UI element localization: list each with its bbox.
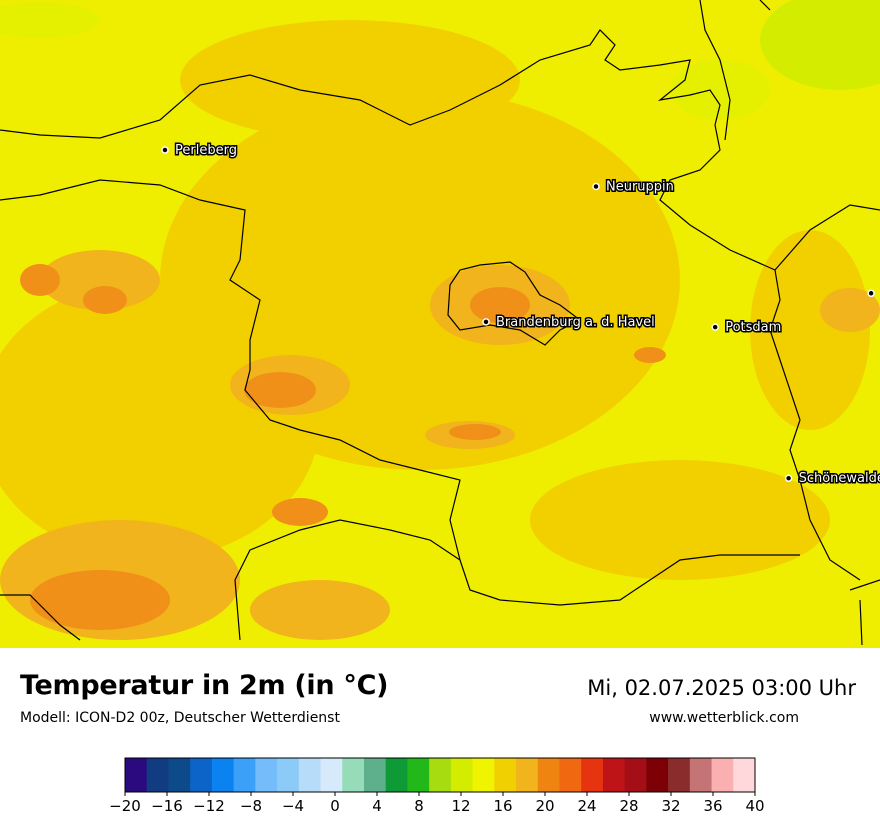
scale-swatch xyxy=(624,758,647,792)
scale-label: 36 xyxy=(703,797,722,815)
color-scale: −20 −16 −12 −8 −4 0 4 8 12 16 20 24 28 32 36 40 xyxy=(109,757,765,815)
city-dot xyxy=(482,318,490,326)
scale-swatch xyxy=(233,758,256,792)
city-dot xyxy=(161,146,169,154)
scale-label: 28 xyxy=(619,797,638,815)
scale-label: 16 xyxy=(493,797,512,815)
scale-swatch xyxy=(211,758,235,792)
scale-swatch xyxy=(385,758,408,792)
city-label: Potsdam xyxy=(725,320,781,335)
scale-label: −20 xyxy=(109,797,141,815)
city-label: Brandenburg a. d. Havel xyxy=(496,315,655,330)
map-footer: Temperatur in 2m (in °C) Modell: ICON-D2… xyxy=(0,648,880,830)
scale-label: 24 xyxy=(577,797,596,815)
scale-swatch xyxy=(277,758,300,792)
scale-swatch xyxy=(450,758,474,792)
city-markers: PerlebergTemplinNeuruppinEberswaldeBerli… xyxy=(161,142,880,488)
scale-swatch xyxy=(472,758,495,792)
valid-time: Mi, 02.07.2025 03:00 Uhr xyxy=(587,676,856,700)
scale-swatch xyxy=(320,758,343,792)
website-link[interactable]: www.wetterblick.com xyxy=(649,710,799,726)
scale-swatch xyxy=(733,758,756,792)
scale-label: −4 xyxy=(282,797,304,815)
state-borders xyxy=(0,0,880,646)
scale-label: −12 xyxy=(193,797,225,815)
scale-swatch xyxy=(559,758,582,792)
scale-frame xyxy=(124,757,756,793)
scale-label: 12 xyxy=(451,797,470,815)
scale-swatch xyxy=(146,758,169,792)
city-label: Perleberg xyxy=(175,143,237,158)
city-dot xyxy=(592,182,600,191)
city-label: Schönewalde xyxy=(799,471,880,486)
scale-label: 0 xyxy=(330,797,340,815)
city-dot xyxy=(784,474,793,482)
scale-swatch xyxy=(516,758,539,792)
scale-swatch xyxy=(646,758,669,792)
scale-swatch xyxy=(668,758,691,792)
scale-swatch xyxy=(363,758,387,792)
scale-swatch xyxy=(581,758,604,792)
temperature-field xyxy=(0,0,880,640)
map-title: Temperatur in 2m (in °C) xyxy=(20,670,389,701)
scale-swatch xyxy=(429,758,452,792)
scale-swatch xyxy=(125,758,148,792)
scale-swatch xyxy=(255,758,278,792)
scale-swatch xyxy=(407,758,430,792)
scale-label: 40 xyxy=(745,797,764,815)
scale-label: 8 xyxy=(414,797,424,815)
scale-swatch xyxy=(689,758,713,792)
scale-label: 32 xyxy=(661,797,680,815)
scale-label: 20 xyxy=(535,797,554,815)
scale-swatch xyxy=(494,758,517,792)
scale-swatch xyxy=(342,758,365,792)
temperature-map[interactable]: PerlebergTemplinNeuruppinEberswaldeBerli… xyxy=(0,0,880,648)
scale-swatch xyxy=(602,758,626,792)
scale-swatch xyxy=(711,758,734,792)
model-source: Modell: ICON-D2 00z, Deutscher Wetterdie… xyxy=(20,710,340,726)
city-dot xyxy=(867,289,875,298)
scale-swatch xyxy=(190,758,213,792)
scale-label: −8 xyxy=(240,797,262,815)
scale-swatch xyxy=(537,758,560,792)
scale-label: −16 xyxy=(151,797,183,815)
scale-label: 4 xyxy=(372,797,382,815)
scale-swatch xyxy=(298,758,322,792)
scale-swatch xyxy=(168,758,191,792)
city-label: Neuruppin xyxy=(606,180,674,195)
city-dot xyxy=(711,323,719,331)
